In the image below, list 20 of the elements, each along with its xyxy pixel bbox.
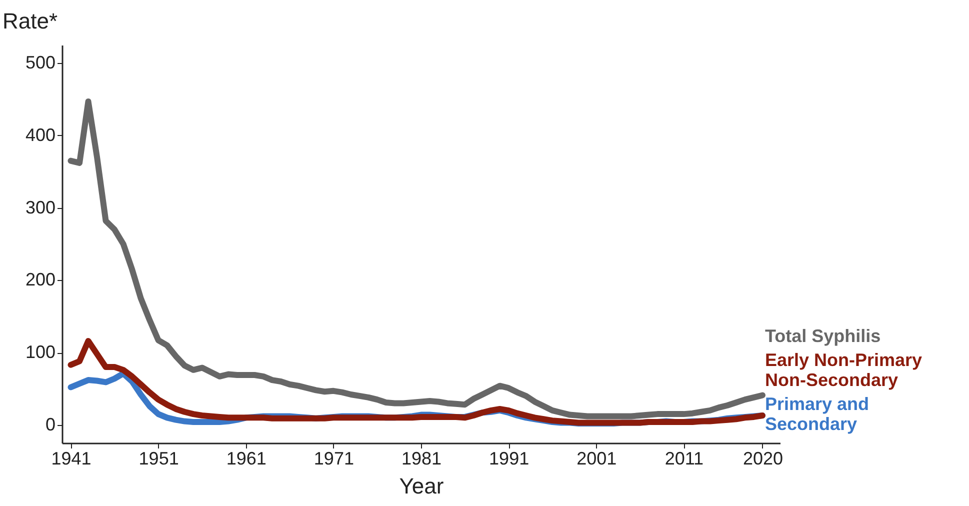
- x-tick-label: 1951: [138, 448, 179, 468]
- text: Total Syphilis: [765, 326, 881, 346]
- y-tick-label: 400: [25, 124, 56, 145]
- x-axis-title: Year: [399, 474, 444, 498]
- x-tick-label: 2020: [742, 448, 784, 468]
- y-tick-label: 200: [25, 270, 56, 290]
- y-axis-title: Rate*: [2, 8, 58, 34]
- x-tick-label: 1971: [314, 448, 354, 468]
- x-tick-label: 1961: [226, 448, 266, 468]
- x-tick-label: 1981: [401, 448, 442, 468]
- y-tick-label: 500: [25, 52, 56, 73]
- series-label: Primary and Secondary: [765, 394, 870, 434]
- x-tick-label: 2001: [576, 448, 617, 468]
- x-tick-label: 2011: [664, 448, 704, 468]
- series-label: Early Non-Primary Non-Secondary: [765, 350, 922, 390]
- x-tick-label: 1991: [489, 448, 530, 468]
- y-tick-label: 0: [45, 414, 56, 434]
- y-tick-label: 300: [25, 197, 56, 218]
- x-tick-label: 1941: [51, 448, 92, 468]
- y-tick-label: 100: [25, 342, 56, 362]
